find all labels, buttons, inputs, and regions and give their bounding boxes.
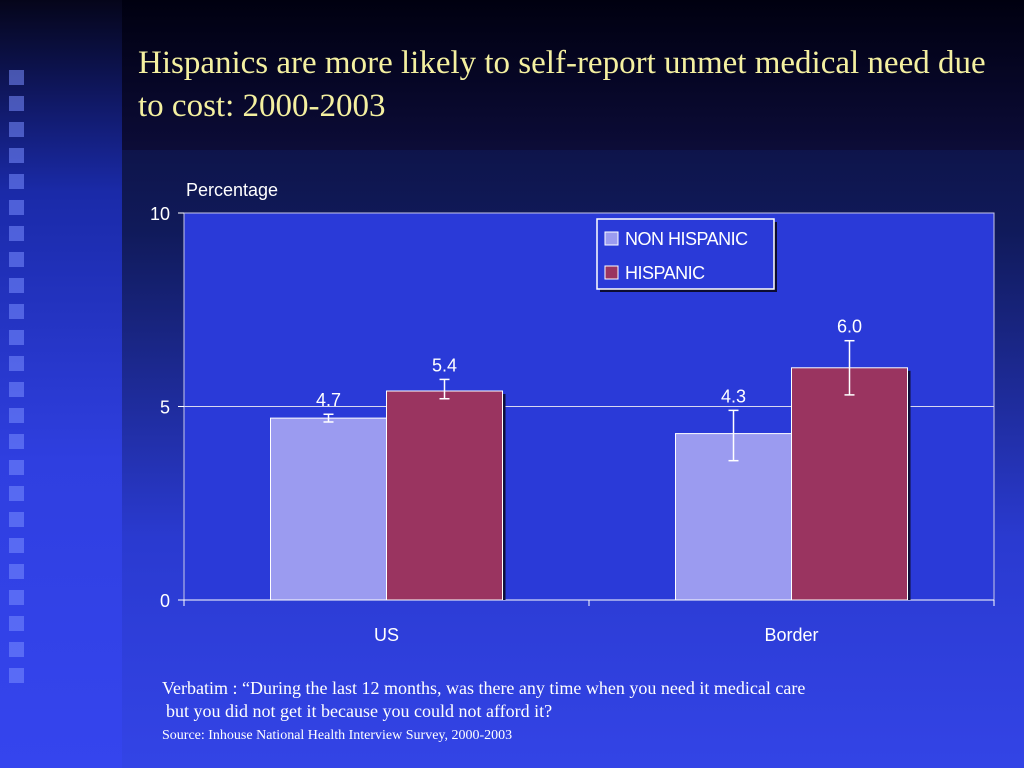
bar-hispanic-us [386, 390, 503, 601]
verbatim-line-1: Verbatim : “During the last 12 months, w… [162, 678, 806, 698]
y-tick-label: 0 [160, 591, 170, 611]
y-tick-label: 5 [160, 398, 170, 418]
data-label: 5.4 [432, 355, 457, 375]
legend-swatch [604, 231, 619, 246]
source-note: Source: Inhouse National Health Intervie… [162, 728, 513, 743]
y-tick-label: 10 [150, 204, 170, 224]
x-tick-label: US [374, 625, 399, 645]
data-label: 4.3 [721, 386, 746, 406]
data-label: 6.0 [837, 317, 862, 337]
legend-swatch [604, 265, 619, 280]
left-decorative-band [0, 0, 122, 768]
y-axis-label: Percentage [186, 180, 278, 200]
x-tick-label: Border [764, 625, 818, 645]
slide-title: Hispanics are more likely to self-report… [138, 45, 986, 124]
verbatim-line-2: but you did not get it because you could… [166, 701, 553, 721]
bar-non-hispanic-us [270, 417, 387, 601]
verbatim-text: Verbatim : “During the last 12 months, w… [162, 677, 1012, 723]
bar-chart: Percentage 0 5 10 US Border 4.7 5.4 4.3 6.0 NON HI… [150, 180, 995, 645]
legend [596, 218, 775, 290]
decorative-squares [9, 70, 25, 694]
legend-label: NON HISPANIC [625, 229, 748, 249]
top-decorative-band [122, 0, 1024, 150]
bar-hispanic-border [791, 367, 908, 601]
legend-label: HISPANIC [625, 263, 705, 283]
data-label: 4.7 [316, 390, 341, 410]
